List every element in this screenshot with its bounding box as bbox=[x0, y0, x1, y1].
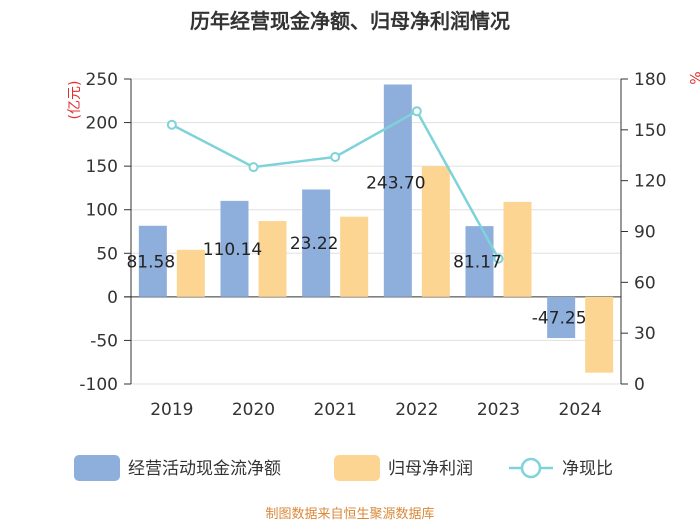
bar-label-cashflow: 110.14 bbox=[203, 240, 262, 260]
ratio-point bbox=[330, 151, 341, 162]
bar-netprofit bbox=[421, 166, 450, 297]
x-tick-label: 2022 bbox=[395, 400, 438, 420]
right-tick-label: 30 bbox=[634, 324, 656, 344]
bar-cashflow bbox=[465, 226, 494, 297]
x-tick-label: 2023 bbox=[477, 400, 520, 420]
legend: 经营活动现金流净额 归母净利润 净现比 bbox=[74, 455, 613, 481]
x-tick-label: 2019 bbox=[150, 400, 193, 420]
left-tick-label: 100 bbox=[86, 201, 118, 221]
bar-label-cashflow: -47.25 bbox=[532, 308, 587, 328]
right-axis-unit: % bbox=[686, 71, 700, 84]
bar-labels: 81.58 110.14 23.22 243.70 81.17 -47.25 bbox=[126, 173, 586, 328]
bar-cashflow bbox=[138, 225, 167, 297]
legend-label-netprofit: 归母净利润 bbox=[388, 459, 473, 479]
bar-netprofit bbox=[340, 216, 369, 297]
legend-swatch-netprofit bbox=[334, 455, 380, 481]
legend-label-cashflow: 经营活动现金流净额 bbox=[128, 459, 281, 479]
left-axis-unit: (亿元) bbox=[67, 81, 83, 120]
right-tick-label: 150 bbox=[634, 121, 666, 141]
chart-title: 历年经营现金净额、归母净利润情况 bbox=[190, 9, 510, 33]
legend-swatch-cashflow bbox=[74, 455, 120, 481]
x-tick-label: 2021 bbox=[314, 400, 357, 420]
left-tick-label: 0 bbox=[107, 288, 118, 308]
left-tick-label: 200 bbox=[86, 114, 118, 134]
bar-cashflow bbox=[302, 189, 331, 297]
left-tick-label: -50 bbox=[90, 331, 118, 351]
bar-label-cashflow: 243.70 bbox=[366, 173, 425, 193]
right-tick-label: 180 bbox=[634, 70, 666, 90]
ratio-point bbox=[411, 106, 422, 117]
legend-label-ratio: 净现比 bbox=[562, 459, 613, 479]
data-source: 制图数据来自恒生聚源数据库 bbox=[265, 506, 434, 522]
legend-marker-ratio bbox=[520, 457, 542, 479]
ratio-line-group bbox=[166, 106, 504, 264]
left-tick-label: 150 bbox=[86, 157, 118, 177]
axes: -100 -50 0 50 100 150 200 250 0 30 60 90 120 150 180 20… bbox=[79, 70, 666, 420]
left-tick-label: 50 bbox=[96, 244, 118, 264]
right-tick-label: 60 bbox=[634, 273, 656, 293]
bars bbox=[138, 84, 614, 373]
bar-netprofit bbox=[503, 201, 532, 297]
bar-cashflow bbox=[383, 84, 412, 297]
ratio-point bbox=[493, 253, 504, 264]
bar-label-cashflow: 81.58 bbox=[126, 252, 175, 272]
right-tick-label: 0 bbox=[634, 375, 645, 395]
x-tick-label: 2024 bbox=[559, 400, 602, 420]
bar-cashflow bbox=[547, 296, 576, 339]
bar-label-cashflow: 81.17 bbox=[453, 252, 502, 272]
right-tick-label: 90 bbox=[634, 223, 656, 243]
left-tick-label: 250 bbox=[86, 70, 118, 90]
gridlines bbox=[131, 78, 621, 385]
left-tick-label: -100 bbox=[79, 375, 118, 395]
x-tick-label: 2020 bbox=[232, 400, 275, 420]
right-tick-label: 120 bbox=[634, 172, 666, 192]
bar-label-cashflow: 23.22 bbox=[290, 234, 339, 254]
ratio-point bbox=[248, 162, 259, 173]
bar-netprofit bbox=[176, 249, 205, 297]
bar-netprofit bbox=[585, 296, 614, 373]
bar-netprofit bbox=[258, 221, 287, 297]
bar-cashflow bbox=[220, 200, 249, 297]
ratio-point bbox=[166, 119, 177, 130]
